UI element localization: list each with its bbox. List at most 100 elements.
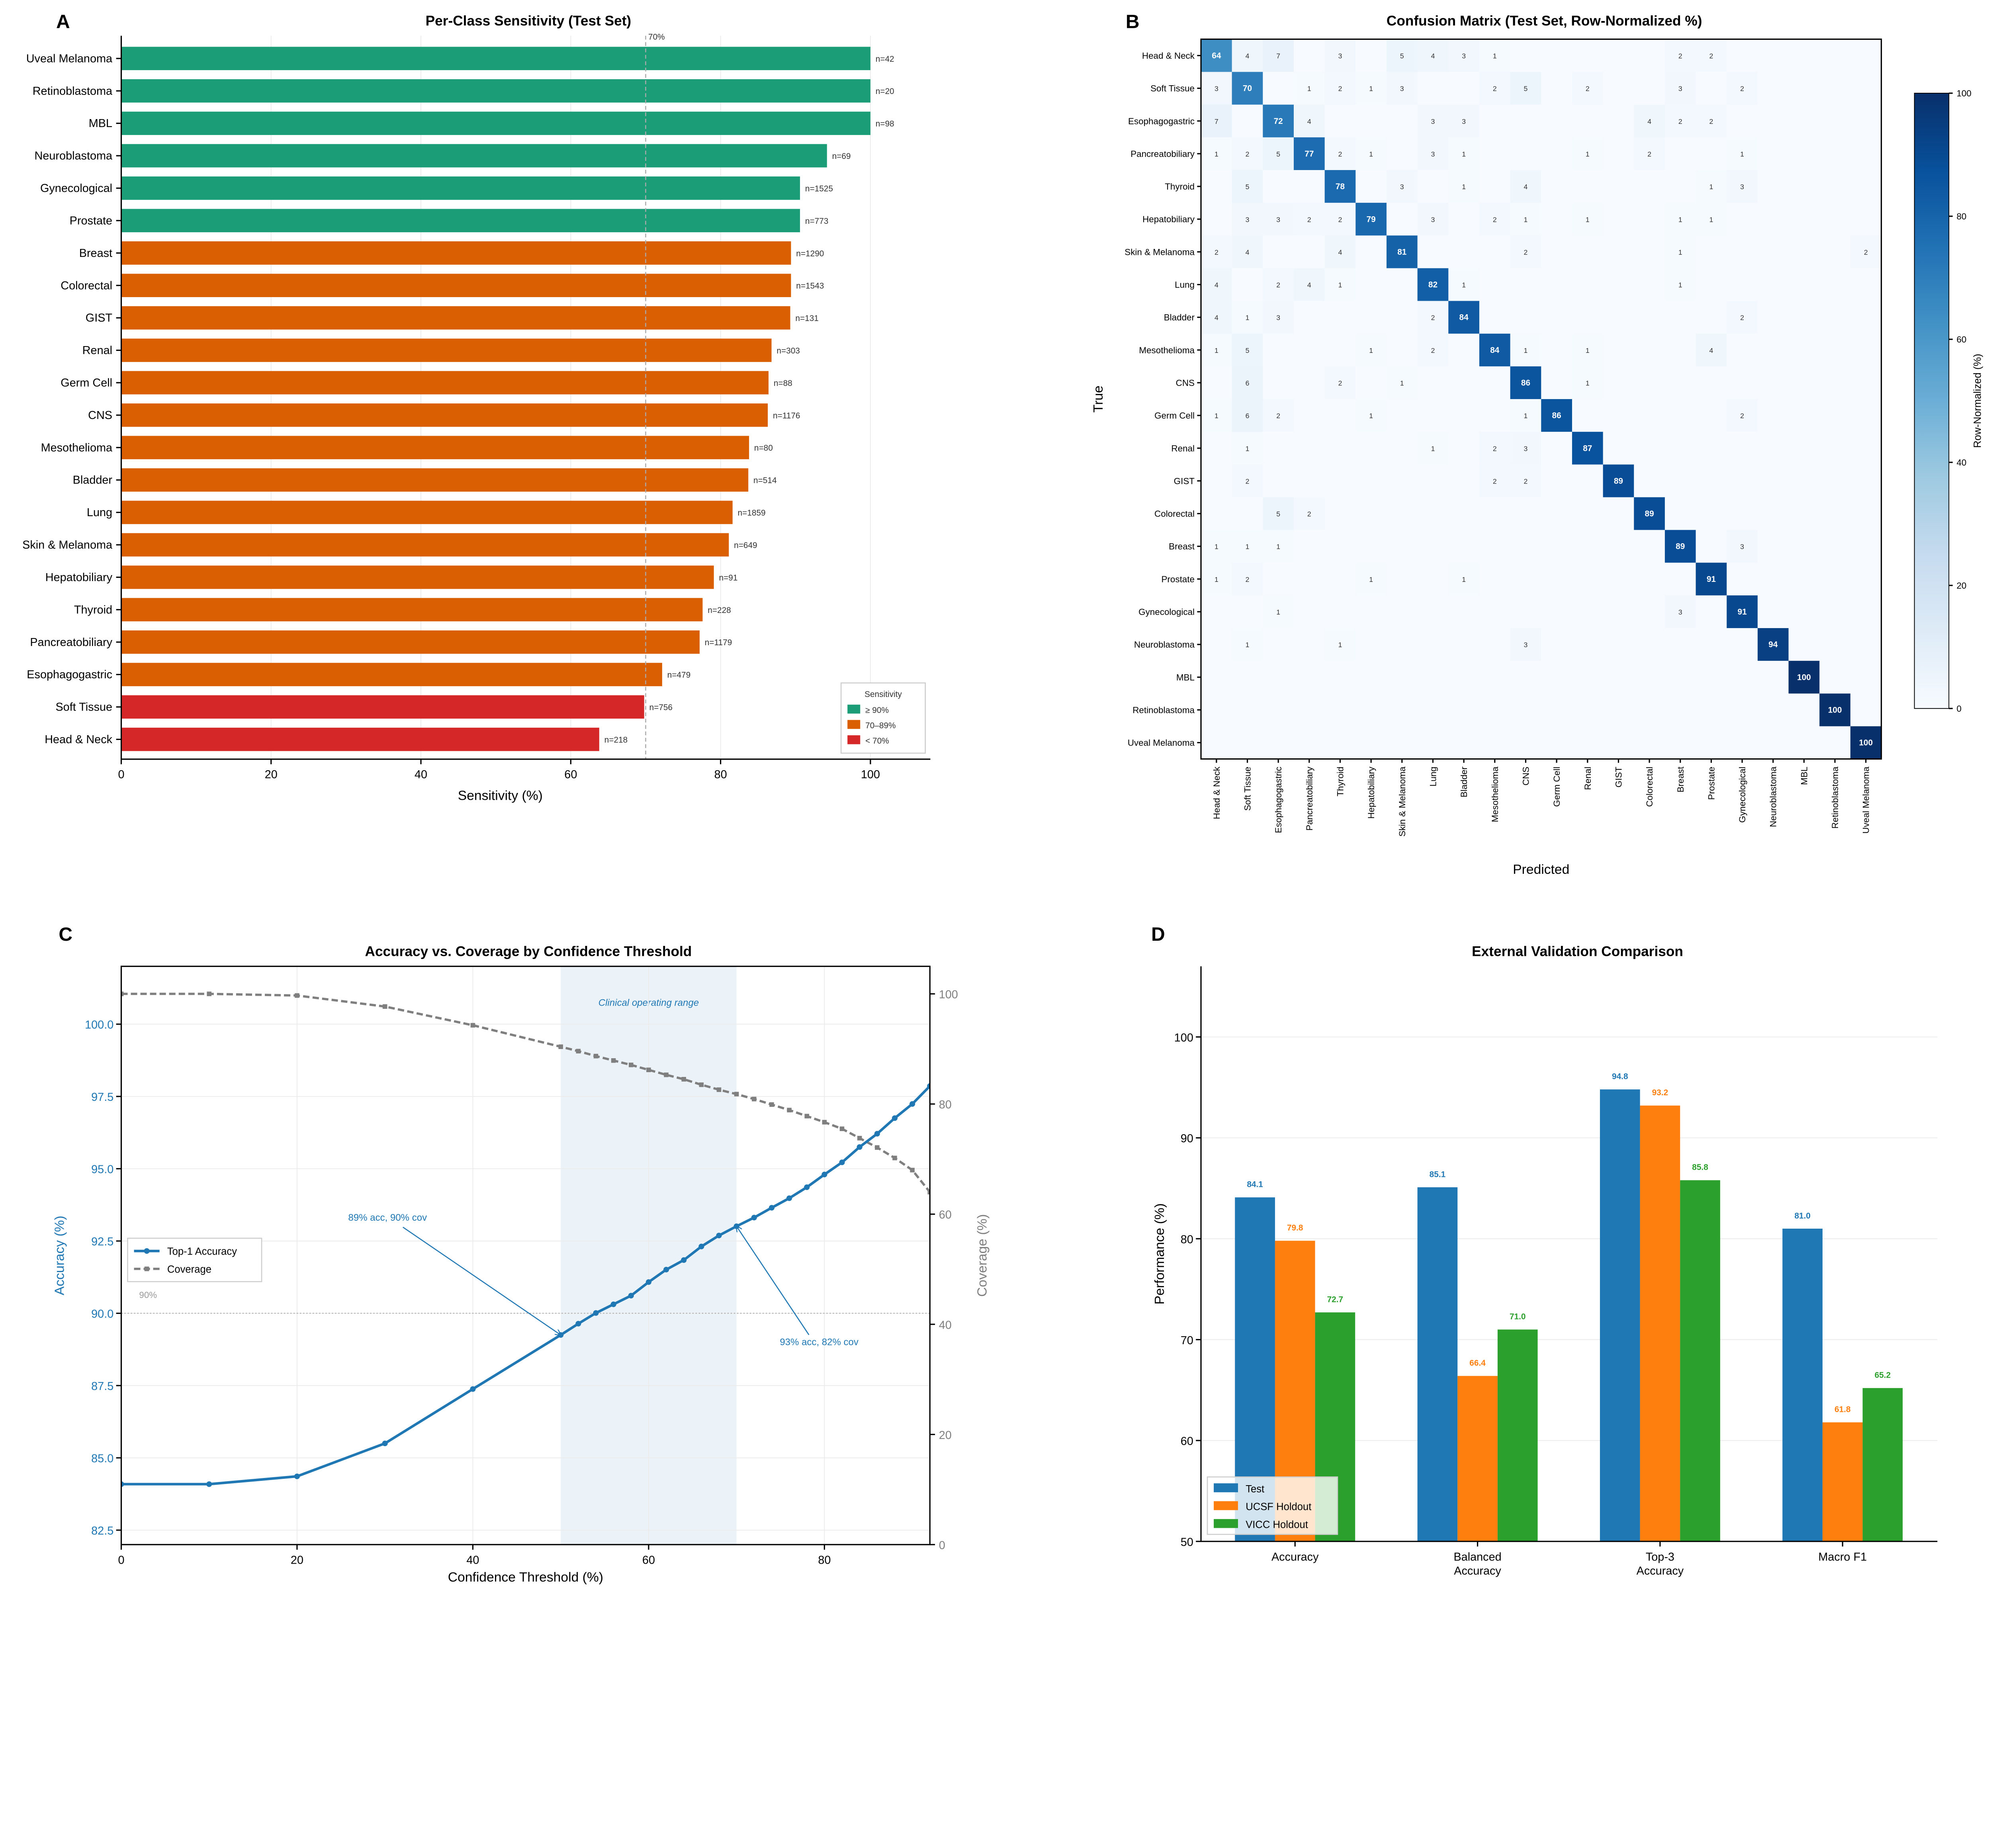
heatmap-cell bbox=[1479, 137, 1511, 170]
heatmap-cell bbox=[1603, 203, 1635, 236]
heatmap-cell bbox=[1355, 693, 1387, 727]
heatmap-cell bbox=[1355, 628, 1387, 662]
bar-value-label: 85.8 bbox=[1692, 1163, 1708, 1172]
heatmap-cell bbox=[1510, 72, 1542, 105]
heatmap-cell bbox=[1696, 661, 1727, 694]
heatmap-cell bbox=[1448, 235, 1480, 269]
coverage-point bbox=[927, 1190, 930, 1194]
heatmap-cell bbox=[1263, 693, 1294, 727]
y-tick-label: Pancreatobiliary bbox=[30, 636, 112, 649]
heatmap-cell bbox=[1572, 39, 1604, 72]
bar bbox=[121, 112, 870, 135]
heatmap-cell bbox=[1696, 203, 1727, 236]
cell-value: 89 bbox=[1676, 542, 1685, 551]
y-tick-label: MBL bbox=[1176, 672, 1195, 682]
heatmap-cell bbox=[1386, 628, 1418, 662]
panel-d-title: External Validation Comparison bbox=[1472, 944, 1683, 959]
cell-value: 2 bbox=[1524, 477, 1528, 485]
cell-value: 5 bbox=[1276, 150, 1280, 158]
coverage-point bbox=[646, 1067, 651, 1073]
heatmap-cell bbox=[1664, 235, 1696, 269]
legend-box bbox=[127, 1237, 262, 1282]
x-tick-label: 40 bbox=[466, 1554, 479, 1566]
heatmap-cell bbox=[1294, 399, 1325, 433]
heatmap-cell bbox=[1727, 628, 1758, 662]
y-tick-label: Lung bbox=[1175, 280, 1195, 290]
heatmap-cell bbox=[1355, 497, 1387, 531]
coverage-point bbox=[787, 1108, 792, 1112]
heatmap-cell bbox=[1664, 497, 1696, 531]
heatmap-cell bbox=[1819, 595, 1851, 629]
heatmap-cell bbox=[1664, 333, 1696, 367]
cell-value: 1 bbox=[1678, 215, 1682, 223]
heatmap-cell bbox=[1294, 366, 1325, 399]
y-tick-label: CNS bbox=[1176, 378, 1195, 388]
heatmap-cell bbox=[1664, 301, 1696, 334]
cell-value: 2 bbox=[1740, 85, 1744, 93]
cell-value: 2 bbox=[1338, 85, 1342, 93]
n-label: n=303 bbox=[776, 346, 800, 355]
cell-value: 1 bbox=[1462, 576, 1466, 583]
heatmap-cell bbox=[1664, 104, 1696, 138]
heatmap-cell bbox=[1819, 39, 1851, 72]
heatmap-cell bbox=[1850, 72, 1882, 105]
heatmap-cell bbox=[1417, 235, 1449, 269]
heatmap-cell bbox=[1201, 432, 1232, 465]
colorbar-tick-label: 60 bbox=[1956, 335, 1966, 345]
y-tick-label: CNS bbox=[88, 409, 112, 422]
heatmap-cell bbox=[1294, 203, 1325, 236]
cell-value: 2 bbox=[1338, 215, 1342, 223]
y-tick-label: Head & Neck bbox=[45, 733, 112, 746]
heatmap-cell bbox=[1510, 203, 1542, 236]
heatmap-cell bbox=[1479, 432, 1511, 465]
legend-swatch bbox=[847, 720, 861, 729]
heatmap-cell bbox=[1541, 235, 1572, 269]
y-tick-label: 100.0 bbox=[85, 1019, 113, 1032]
heatmap-cell bbox=[1572, 399, 1604, 433]
legend-swatch bbox=[847, 735, 861, 744]
x-tick-label: 100 bbox=[861, 768, 880, 781]
bar-value-label: 94.8 bbox=[1612, 1072, 1628, 1081]
y2-axis-label: Coverage (%) bbox=[975, 1214, 990, 1297]
heatmap-cell bbox=[1572, 432, 1604, 465]
heatmap-cell bbox=[1603, 693, 1635, 727]
heatmap-cell bbox=[1634, 693, 1665, 727]
heatmap-cell bbox=[1417, 333, 1449, 367]
cell-value: 4 bbox=[1431, 52, 1435, 60]
heatmap-cell bbox=[1448, 104, 1480, 138]
heatmap-cell bbox=[1788, 301, 1820, 334]
coverage-point bbox=[804, 1114, 809, 1119]
x-tick-label: 0 bbox=[118, 1554, 124, 1566]
heatmap-cell bbox=[1850, 170, 1882, 204]
heatmap-cell bbox=[1201, 39, 1232, 72]
cell-value: 4 bbox=[1709, 346, 1713, 354]
cell-value: 1 bbox=[1215, 543, 1218, 551]
cell-value: 86 bbox=[1521, 378, 1530, 388]
heatmap-cell bbox=[1355, 104, 1387, 138]
y-tick-label: Lung bbox=[87, 506, 112, 519]
cell-value: 2 bbox=[1493, 85, 1497, 93]
heatmap-cell bbox=[1634, 170, 1665, 204]
heatmap-cell bbox=[1757, 170, 1789, 204]
coverage-point bbox=[910, 1168, 915, 1173]
heatmap-cell bbox=[1232, 203, 1263, 236]
heatmap-cell bbox=[1541, 333, 1572, 367]
heatmap-cell bbox=[1541, 595, 1572, 629]
cell-value: 2 bbox=[1431, 314, 1435, 322]
heatmap-cell bbox=[1819, 301, 1851, 334]
cell-value: 2 bbox=[1678, 52, 1682, 60]
heatmap-cell bbox=[1386, 72, 1418, 105]
heatmap-cell bbox=[1448, 628, 1480, 662]
y-tick-label: Skin & Melanoma bbox=[1125, 247, 1195, 257]
coverage-point bbox=[593, 1053, 598, 1059]
cell-value: 1 bbox=[1709, 215, 1713, 223]
panel-a-sensitivity-chart: 0 20 40 60 80 100 Uveal Melanoma n=42 Retinoblas… bbox=[22, 32, 931, 803]
heatmap-cell bbox=[1727, 366, 1758, 399]
heatmap-cell bbox=[1634, 301, 1665, 334]
x-tick-label: Accuracy bbox=[1271, 1550, 1319, 1563]
heatmap-cell bbox=[1727, 104, 1758, 138]
heatmap-cell bbox=[1386, 661, 1418, 694]
heatmap-cell bbox=[1696, 628, 1727, 662]
x-tick-label: Breast bbox=[1676, 766, 1686, 793]
y-tick-label: 97.5 bbox=[91, 1091, 113, 1104]
